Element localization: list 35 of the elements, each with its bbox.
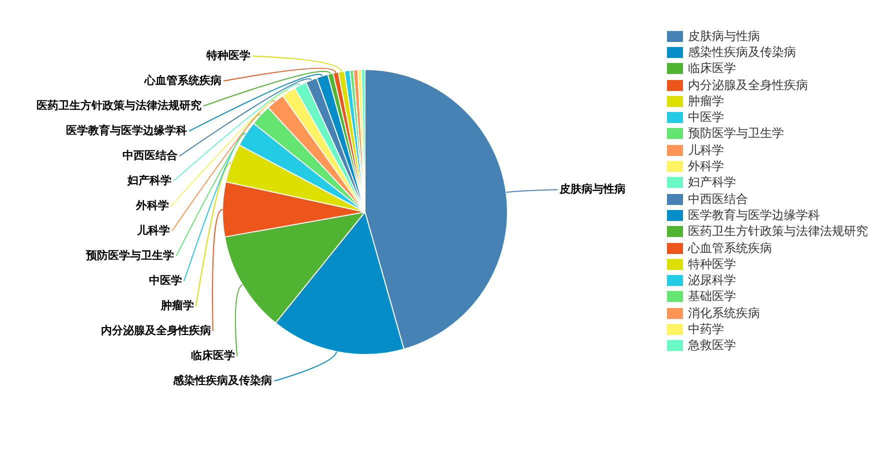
slice-label: 医药卫生方针政策与法律法规研究 [36,98,202,112]
slice-label: 肿瘤学 [160,298,194,312]
legend-label: 中药学 [688,321,724,338]
legend-label: 妇产科学 [688,174,736,192]
legend-label: 急救医学 [688,337,736,354]
legend-label: 临床医学 [688,60,736,78]
slice-label: 预防医学与卫生学 [85,248,174,262]
legend-label: 泌尿科学 [688,272,736,290]
slice-label: 中医学 [148,274,182,287]
slice-label: 临床医学 [191,348,236,362]
slice-label: 妇产科学 [126,174,172,187]
slice-label: 儿科学 [136,224,170,237]
legend-label: 儿科学 [688,142,724,159]
legend-label: 中医学 [688,109,724,126]
legend-label: 内分泌腺及全身性疾病 [688,76,808,94]
legend-label: 基础医学 [688,288,736,306]
legend-label: 中西医结合 [688,190,748,208]
legend-label: 感染性疾病及传染病 [688,44,796,61]
legend-label: 医药卫生方针政策与法律法规研究 [688,223,868,240]
legend-label: 医学教育与医学边缘学科 [688,206,820,224]
slice-label: 外科学 [135,198,170,212]
slice-label: 中西医结合 [122,148,178,162]
slice-label: 感染性疾病及传染病 [172,374,272,387]
legend-label: 消化系统疾病 [688,304,760,322]
slice-label: 特种医学 [206,48,250,62]
legend-label: 心血管系统疾病 [688,240,772,257]
slice-label: 医学教育与医学边缘学科 [66,124,188,137]
legend-label: 特种医学 [688,256,736,273]
legend-label: 预防医学与卫生学 [688,125,784,142]
slice-label: 内分泌腺及全身性疾病 [100,324,211,337]
legend-label: 肿瘤学 [688,92,724,110]
legend-label: 外科学 [688,158,724,176]
slice-label: 皮肤病与性病 [558,182,626,196]
legend-label: 皮肤病与性病 [688,28,760,45]
slice-label: 心血管系统疾病 [143,74,222,87]
